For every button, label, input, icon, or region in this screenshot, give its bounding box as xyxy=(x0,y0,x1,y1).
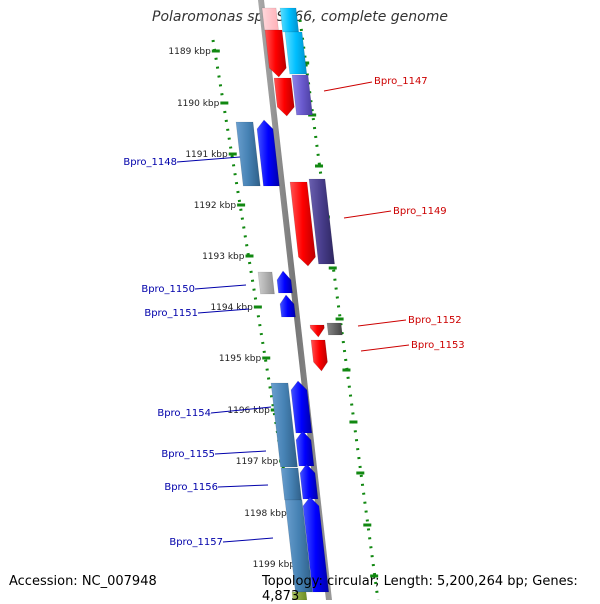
gene-feature xyxy=(256,119,280,187)
gene-feature xyxy=(276,270,293,294)
gene-label-right[interactable]: Bpro_1147 xyxy=(374,76,428,87)
gene-label-right[interactable]: Bpro_1153 xyxy=(411,340,465,351)
gene-label-left[interactable]: Bpro_1157 xyxy=(169,537,223,548)
gene-feature xyxy=(308,178,335,265)
gene-label-left[interactable]: Bpro_1150 xyxy=(141,284,195,295)
gene-feature xyxy=(291,591,308,600)
gene-feature xyxy=(289,181,316,267)
gene-feature xyxy=(264,29,287,78)
gene-feature xyxy=(279,7,300,33)
gene-feature xyxy=(310,339,328,372)
scale-line-right xyxy=(298,19,380,600)
scale-label: 1189 kbp xyxy=(168,47,211,57)
gene-feature xyxy=(235,121,261,187)
gene-labels: Bpro_1148 Bpro_1150 Bpro_1151 Bpro_1154 Bpro… xyxy=(123,76,464,548)
label-leader-line xyxy=(217,484,269,488)
label-leader-line xyxy=(343,210,392,219)
gene-feature xyxy=(326,322,343,336)
gene-feature xyxy=(284,499,313,593)
scale-label: 1194 kbp xyxy=(210,303,253,313)
label-leader-line xyxy=(360,344,410,352)
gene-feature xyxy=(279,294,296,318)
gene-feature xyxy=(291,74,313,116)
gene-feature xyxy=(257,271,275,295)
label-leader-line xyxy=(210,406,272,414)
label-leader-line xyxy=(222,537,274,543)
scale-label: 1197 kbp xyxy=(236,457,279,467)
label-leader-line xyxy=(176,156,241,163)
gene-label-left[interactable]: Bpro_1148 xyxy=(123,157,177,168)
map-title: Polaromonas sp. JS666, complete genome xyxy=(152,9,448,25)
backbone-line xyxy=(258,0,332,600)
label-leader-line xyxy=(214,450,267,455)
accession-text: Accession: NC_007948 xyxy=(9,574,157,589)
gene-label-left[interactable]: Bpro_1156 xyxy=(164,482,218,493)
feature-track xyxy=(235,7,343,600)
gene-feature xyxy=(270,382,298,468)
gene-feature xyxy=(280,467,302,501)
gene-label-left[interactable]: Bpro_1154 xyxy=(157,408,211,419)
gene-label-right[interactable]: Bpro_1149 xyxy=(393,206,447,217)
scale-ruler: 1189 kbp 1190 kbp 1191 kbp 1192 kbp 1193 kbp… xyxy=(168,19,380,600)
gene-feature xyxy=(309,324,325,338)
gene-label-left[interactable]: Bpro_1151 xyxy=(144,308,198,319)
gene-label-right[interactable]: Bpro_1152 xyxy=(408,315,462,326)
genome-backbone xyxy=(258,0,332,600)
scale-label: 1195 kbp xyxy=(219,354,262,364)
label-leader-line xyxy=(194,284,247,290)
gene-feature xyxy=(284,31,308,75)
gene-feature xyxy=(261,7,279,31)
label-leader-line xyxy=(197,308,250,314)
gene-feature xyxy=(273,77,295,117)
scale-label: 1198 kbp xyxy=(244,509,287,519)
scale-label: 1190 kbp xyxy=(177,99,220,109)
scale-label: 1191 kbp xyxy=(185,150,228,160)
scale-label: 1193 kbp xyxy=(202,252,245,262)
scale-label: 1199 kbp xyxy=(253,560,296,570)
label-leader-line xyxy=(357,319,407,327)
scale-label: 1192 kbp xyxy=(194,201,237,211)
gene-feature xyxy=(302,496,330,593)
gene-label-left[interactable]: Bpro_1155 xyxy=(161,449,215,460)
scale-label: 1196 kbp xyxy=(227,406,270,416)
gene-feature xyxy=(290,380,313,434)
label-leader-line xyxy=(323,81,373,92)
